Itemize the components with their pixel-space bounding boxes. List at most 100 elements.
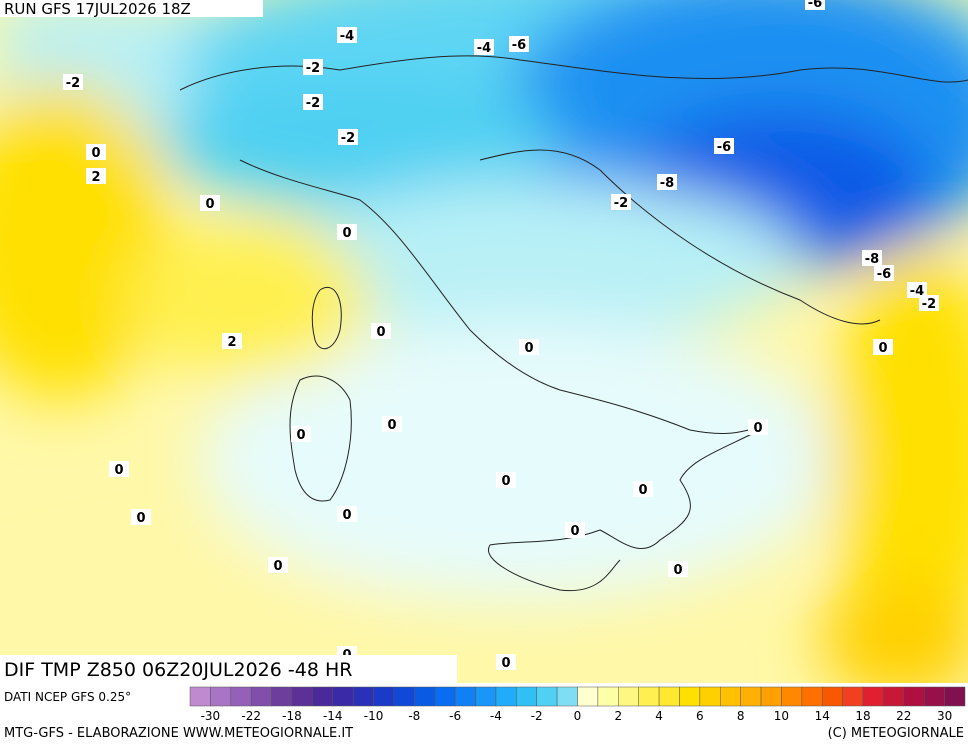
colorbar-swatch: [230, 686, 252, 707]
colorbar-tick: -8: [408, 709, 420, 723]
colorbar-swatch: [801, 686, 823, 707]
contour-label-box: [382, 416, 402, 432]
contour-label: 0: [376, 325, 385, 340]
map-title: DIF TMP Z850 06Z20JUL2026 -48 HR: [4, 659, 352, 681]
contour-label: -4: [340, 29, 354, 44]
contour-label: 2: [91, 170, 100, 185]
contour-label-box: [714, 138, 734, 154]
contour-label: 0: [570, 524, 579, 539]
contour-label-box: [633, 481, 653, 497]
colorbar-swatch: [393, 686, 415, 707]
colorbar-swatch: [454, 686, 476, 707]
colorbar-swatch: [332, 686, 354, 707]
contour-label-box: [474, 39, 494, 55]
contour-label: -6: [512, 38, 526, 53]
colorbar-swatch: [210, 686, 232, 707]
contour-label: -8: [865, 252, 879, 267]
colorbar-swatch: [618, 686, 639, 707]
colorbar-tick: -6: [449, 709, 461, 723]
colorbar-swatch: [189, 686, 211, 707]
colorbar-tick: -4: [490, 709, 502, 723]
colorbar-swatch: [720, 686, 741, 707]
contour-label-box: [86, 168, 106, 184]
colorbar-swatch: [536, 686, 558, 707]
contour-label: -2: [614, 196, 628, 211]
contour-label-box: [873, 339, 893, 355]
colorbar-tick: 8: [737, 709, 745, 723]
colorbar-swatch: [577, 686, 599, 707]
colorbar-swatch: [495, 686, 517, 707]
colorbar-tick: -14: [323, 709, 343, 723]
colorbar-swatch: [434, 686, 456, 707]
colorbar-swatch: [352, 686, 374, 707]
colorbar-swatch: [373, 686, 395, 707]
contour-label: 0: [205, 197, 214, 212]
colorbar-tick: 30: [937, 709, 952, 723]
colorbar-tick: 10: [774, 709, 789, 723]
contour-label-box: [86, 144, 106, 160]
contour-label-box: [657, 174, 677, 190]
colorbar-tick: 2: [614, 709, 622, 723]
source-label: DATI NCEP GFS 0.25°: [4, 690, 131, 704]
colorbar-swatch: [475, 686, 497, 707]
colorbar-swatch: [842, 686, 864, 707]
contour-label-box: [509, 36, 529, 52]
contour-label-box: [291, 426, 311, 442]
contour-label-box: [268, 557, 288, 573]
contour-label: 2: [227, 335, 236, 350]
contour-label-box: [496, 472, 516, 488]
contour-label: -4: [477, 41, 491, 56]
colorbar-swatch: [679, 686, 701, 707]
colorbar-tick: -2: [531, 709, 543, 723]
colorbar-swatch: [760, 686, 782, 707]
contour-label-box: [337, 27, 357, 43]
run-label: RUN GFS 17JUL2026 18Z: [4, 0, 191, 18]
contour-label: 0: [524, 341, 533, 356]
colorbar-swatch: [821, 686, 843, 707]
contour-label-box: [337, 224, 357, 240]
contour-label: 0: [91, 146, 100, 161]
colorbar-swatch: [862, 686, 884, 707]
colorbar-tick: -18: [282, 709, 302, 723]
header-box: [0, 0, 263, 17]
colorbar-swatch: [699, 686, 721, 707]
colorbar-swatch: [414, 686, 435, 707]
contour-label-box: [109, 461, 129, 477]
contour-label: -2: [306, 61, 320, 76]
contour-label-box: [496, 654, 516, 670]
contour-label: 0: [753, 421, 762, 436]
title-box: [0, 655, 457, 683]
contour-label: 0: [136, 511, 145, 526]
contour-label-box: [565, 522, 585, 538]
contour-label-box: [611, 194, 631, 210]
contour-label: -2: [306, 96, 320, 111]
contour-label: -6: [808, 0, 822, 11]
contour-label: 0: [878, 341, 887, 356]
colorbar-tick: 18: [855, 709, 870, 723]
copyright-label: (C) METEOGIORNALE: [828, 726, 964, 741]
colorbar-swatch: [312, 686, 334, 707]
colorbar-tick: -10: [364, 709, 384, 723]
colorbar-swatch: [250, 686, 272, 707]
contour-label: 0: [387, 418, 396, 433]
colorbar-tick: -22: [241, 709, 261, 723]
colorbar-swatch: [781, 686, 803, 707]
contour-label-box: [371, 323, 391, 339]
contour-label-box: [200, 195, 220, 211]
contour-label: -8: [660, 176, 674, 191]
contour-label: 0: [273, 559, 282, 574]
contour-label-box: [131, 509, 151, 525]
colorbar-tick: 6: [696, 709, 704, 723]
contour-label-box: [63, 74, 83, 90]
map-field: [0, 0, 968, 700]
colorbar-swatch: [291, 686, 313, 707]
colorbar-tick: -30: [201, 709, 221, 723]
contour-label-box: [874, 265, 894, 281]
contour-label: 0: [114, 463, 123, 478]
colorbar-swatch: [597, 686, 619, 707]
contour-label: 0: [342, 508, 351, 523]
colorbar: -30 -22 -18 -14 -10 -8 -6 -4 -2 0 2 4 6 8 10 14 18 22 30: [189, 686, 966, 723]
colorbar-swatch: [516, 686, 537, 707]
contour-label-box: [303, 59, 323, 75]
